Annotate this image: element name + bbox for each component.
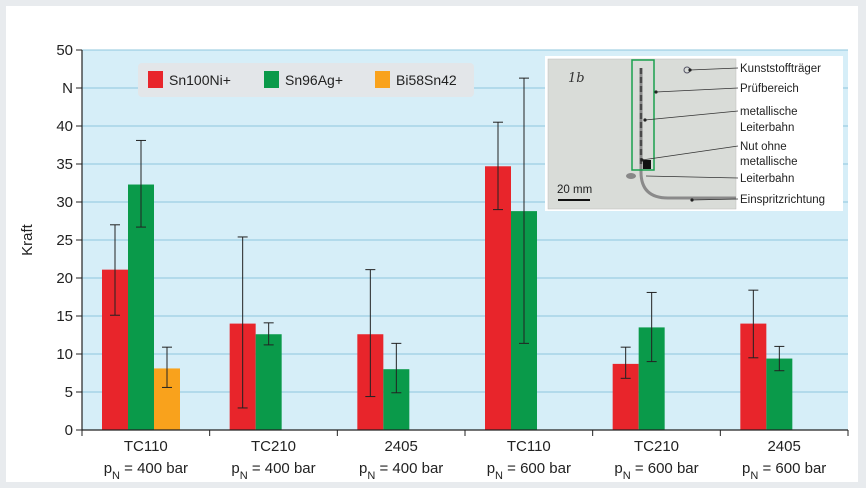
x-category-pressure: pN = 400 bar bbox=[359, 460, 443, 482]
pressure-symbol: p bbox=[359, 460, 367, 477]
y-tick-label: 5 bbox=[65, 384, 73, 401]
groove-path bbox=[639, 68, 736, 200]
pressure-subscript: N bbox=[623, 470, 631, 482]
pressure-value: = 600 bar bbox=[631, 460, 699, 477]
sample-label: 1b bbox=[568, 71, 585, 86]
x-category-label: TC110 bbox=[507, 438, 551, 455]
inset-annotation: Leiterbahn bbox=[740, 122, 794, 134]
scale-bar-label: 20 mm bbox=[557, 184, 592, 196]
annotation-leader bbox=[655, 87, 739, 93]
y-tick-label: 10 bbox=[56, 346, 73, 363]
x-category-label: 2405 bbox=[767, 438, 800, 455]
pressure-symbol: p bbox=[104, 460, 112, 477]
x-category-label: 2405 bbox=[384, 438, 417, 455]
legend-swatch bbox=[148, 71, 163, 88]
bar bbox=[255, 334, 282, 430]
legend-label: Sn100Ni+ bbox=[169, 72, 231, 88]
y-tick-label: 0 bbox=[65, 422, 73, 439]
y-tick-label: 25 bbox=[56, 232, 73, 249]
y-tick-label: 40 bbox=[56, 118, 73, 135]
inset-photo: 1b 20 mm Kunststoffträger Prüfbereich metall… bbox=[545, 56, 843, 211]
pressure-symbol: p bbox=[742, 460, 750, 477]
y-axis-label: Kraft bbox=[19, 223, 36, 256]
test-region-box bbox=[631, 59, 655, 171]
pressure-symbol: p bbox=[487, 460, 495, 477]
x-category-label: TC210 bbox=[251, 438, 296, 455]
annotation-leader bbox=[644, 110, 739, 121]
pressure-subscript: N bbox=[750, 470, 758, 482]
annotation-dot bbox=[643, 118, 647, 122]
x-category-pressure: pN = 600 bar bbox=[614, 460, 698, 482]
bar bbox=[485, 166, 511, 430]
annotation-dot bbox=[690, 198, 694, 202]
annotation-dot bbox=[688, 68, 692, 72]
annotation-dot bbox=[654, 90, 658, 94]
pressure-value: = 400 bar bbox=[120, 460, 188, 477]
x-category-label: TC210 bbox=[634, 438, 679, 455]
y-tick-label: N bbox=[62, 80, 73, 97]
pressure-symbol: p bbox=[614, 460, 622, 477]
y-tick-label: 30 bbox=[56, 194, 73, 211]
y-tick-label: 15 bbox=[56, 308, 73, 325]
legend-swatch bbox=[264, 71, 279, 88]
inset-annotation: Nut ohne bbox=[740, 141, 787, 153]
y-axis: 0 5 10 15 20 25 30 35 40 N 50 bbox=[56, 42, 83, 439]
inset-annotation: Einspritzrichtung bbox=[740, 194, 825, 206]
legend-label: Sn96Ag+ bbox=[285, 72, 343, 88]
pressure-value: = 600 bar bbox=[758, 460, 826, 477]
pressure-symbol: p bbox=[231, 460, 239, 477]
inset-annotation: Kunststoffträger bbox=[740, 63, 821, 75]
bars bbox=[102, 77, 793, 430]
y-tick-label: 50 bbox=[56, 42, 73, 59]
x-category-label: TC110 bbox=[124, 438, 168, 455]
inset-annotation: Prüfbereich bbox=[740, 83, 799, 95]
legend-label: Bi58Sn42 bbox=[396, 72, 457, 88]
pressure-subscript: N bbox=[112, 470, 120, 482]
annotation-dot bbox=[640, 158, 644, 162]
pressure-value: = 600 bar bbox=[503, 460, 571, 477]
pressure-value: = 400 bar bbox=[375, 460, 443, 477]
y-tick-label: 35 bbox=[56, 156, 73, 173]
inset-annotation: metallische bbox=[740, 106, 798, 118]
pressure-subscript: N bbox=[367, 470, 375, 482]
pressure-value: = 400 bar bbox=[248, 460, 316, 477]
x-category-pressure: pN = 600 bar bbox=[742, 460, 826, 482]
photo-border bbox=[547, 58, 737, 210]
annotation-leader bbox=[689, 67, 739, 71]
legend-swatch bbox=[375, 71, 390, 88]
annotation-leader bbox=[645, 175, 739, 179]
x-category-pressure: pN = 600 bar bbox=[487, 460, 571, 482]
annotation-leader bbox=[641, 145, 739, 161]
annotation-leader bbox=[691, 198, 739, 201]
connector-blob bbox=[643, 160, 651, 169]
x-category-pressure: pN = 400 bar bbox=[104, 460, 188, 482]
pressure-subscript: N bbox=[495, 470, 503, 482]
inset-annotation: metallische bbox=[740, 156, 798, 168]
y-tick-label: 20 bbox=[56, 270, 73, 287]
gate-mark bbox=[626, 173, 636, 179]
x-category-pressure: pN = 400 bar bbox=[231, 460, 315, 482]
pressure-subscript: N bbox=[240, 470, 248, 482]
inset-annotation: Leiterbahn bbox=[740, 173, 794, 185]
legend: Sn100Ni+ Sn96Ag+ Bi58Sn42 bbox=[138, 63, 474, 97]
